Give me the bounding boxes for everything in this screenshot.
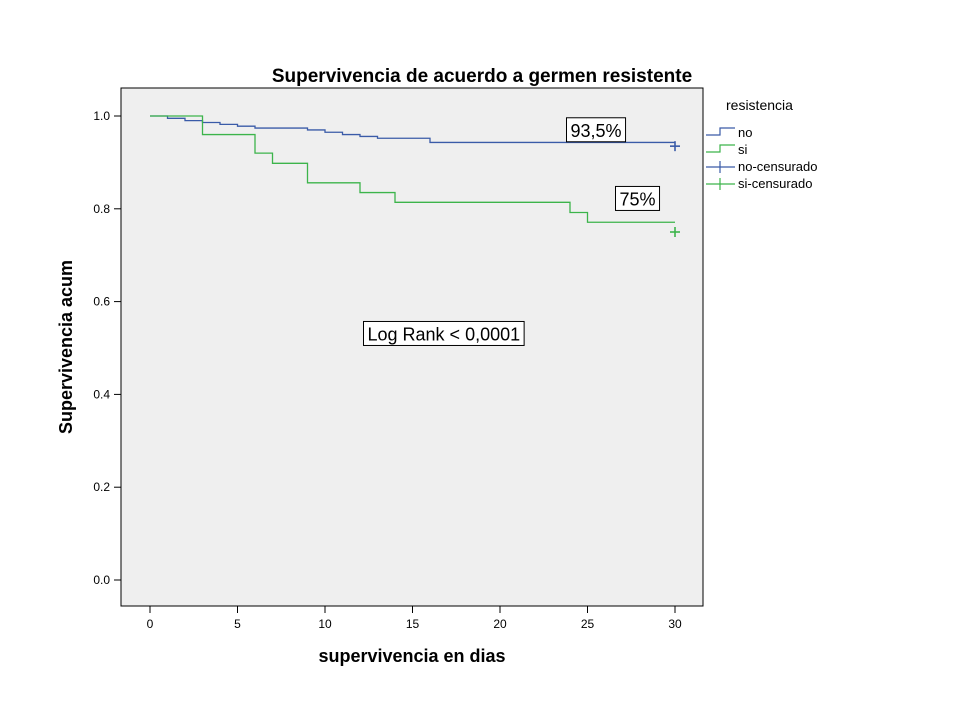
annotation-text: 93,5% [571,121,622,141]
annotation-layer: 93,5% 75% Log Rank < 0,0001 [363,117,661,346]
legend-step-swatch [706,127,735,136]
annotation-text: Log Rank < 0,0001 [368,324,521,344]
y-tick-label: 0.8 [93,202,110,216]
plot-area [120,87,704,607]
x-tick-label: 10 [318,617,332,631]
series-line-no [150,115,675,144]
legend-label: no [738,125,752,140]
legend-entry-no-censurado: no-censurado [706,159,818,174]
legend-entry-no: no [706,125,752,140]
annotation-box: Log Rank < 0,0001 [363,320,525,346]
y-tick-label: 0.6 [93,295,110,309]
x-axis: 0 5 10 15 20 25 30 [147,606,682,631]
legend-entry-si-censurado: si-censurado [706,176,812,191]
legend-entries: no si no-censurado si-censurado [706,125,818,191]
x-tick-label: 5 [234,617,241,631]
legend-step-swatch [706,144,735,153]
chart-title: Supervivencia de acuerdo a germen resist… [272,66,692,87]
legend-label: no-censurado [738,159,818,174]
series-layer [150,115,680,237]
y-tick-label: 0.2 [93,480,110,494]
y-tick-label: 0.0 [93,573,110,587]
x-tick-label: 0 [147,617,154,631]
legend-entry-si: si [706,142,748,157]
x-tick-label: 15 [406,617,420,631]
legend-title: resistencia [726,97,793,113]
censored-marker-no [670,141,680,152]
annotation-box: 93,5% [566,117,627,143]
legend-label: si [738,142,748,157]
legend-label: si-censurado [738,176,812,191]
x-tick-label: 20 [493,617,507,631]
y-axis-label: Supervivencia acum [56,260,76,434]
censored-marker-si [670,227,680,237]
series-line-si [150,115,675,223]
annotation-frame [363,320,525,346]
x-axis-label: supervivencia en dias [318,646,505,666]
legend: resistencia no si no-censurado si-censurado [706,97,818,191]
y-tick-label: 0.4 [93,387,110,401]
x-tick-label: 25 [581,617,595,631]
annotation-text: 75% [620,189,656,209]
annotation-frame [615,185,661,211]
y-axis: 0.0 0.2 0.4 0.6 0.8 1.0 [93,109,121,587]
annotation-frame [566,117,627,143]
x-tick-label: 30 [668,617,682,631]
y-tick-label: 1.0 [93,109,110,123]
annotation-box: 75% [615,185,661,211]
